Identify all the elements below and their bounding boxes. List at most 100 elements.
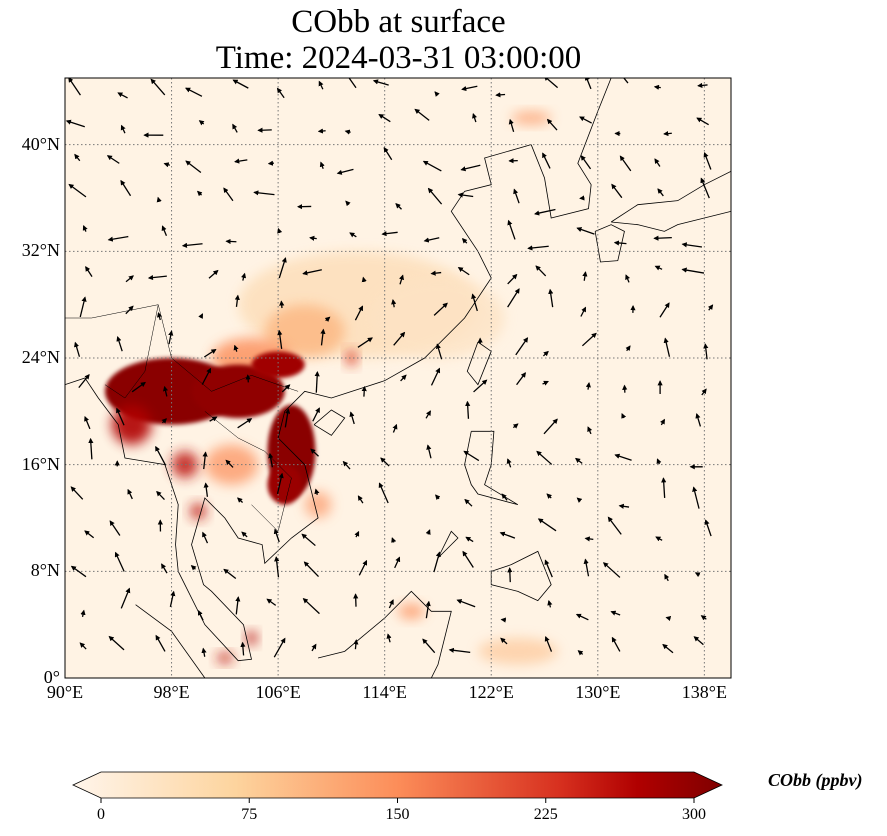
wind-arrow (361, 276, 367, 283)
wind-arrow (273, 528, 280, 543)
wind-arrow (372, 79, 389, 86)
colorbar-label: CObb (ppbv) (768, 770, 863, 790)
wind-arrow (353, 639, 359, 650)
wind-arrow (700, 177, 710, 199)
wind-arrow (320, 328, 326, 346)
wind-arrow (349, 411, 355, 425)
wind-arrow (456, 599, 476, 608)
wind-arrow (383, 146, 393, 161)
wind-arrow (542, 152, 551, 169)
x-tick-label: 90°E (46, 682, 84, 702)
wind-arrow (448, 647, 471, 654)
wind-arrow (197, 609, 204, 621)
wind-arrow (237, 497, 244, 503)
wind-arrow (584, 536, 594, 542)
wind-arrow (314, 488, 320, 496)
wind-arrow (88, 437, 94, 460)
wind-arrow (181, 242, 203, 248)
wind-arrow (318, 80, 324, 90)
colorbar-bar (72, 771, 723, 799)
cobb-concentration-patch (477, 638, 558, 665)
wind-arrow (695, 413, 702, 427)
wind-arrow (190, 565, 197, 571)
wind-arrow (621, 413, 627, 419)
wind-arrow (500, 637, 508, 645)
wind-arrow (277, 329, 283, 349)
wind-arrow (516, 372, 527, 386)
wind-arrow (208, 269, 219, 279)
wind-arrow (78, 373, 90, 389)
wind-arrow (342, 460, 351, 470)
coastline (65, 144, 532, 662)
wind-arrow (507, 567, 513, 583)
wind-arrow (580, 155, 592, 170)
coastline (437, 530, 459, 559)
wind-arrow (388, 599, 394, 609)
wind-arrow (693, 636, 704, 646)
wind-arrow (393, 331, 406, 346)
wind-arrow (70, 565, 87, 578)
wind-arrow (414, 108, 430, 121)
wind-arrow (223, 568, 237, 579)
wind-arrow (281, 384, 291, 393)
wind-arrow (465, 400, 471, 419)
wind-arrow (80, 609, 86, 618)
wind-arrow (464, 498, 473, 507)
x-tick-label: 98°E (153, 682, 190, 702)
wind-arrow (462, 550, 474, 568)
wind-arrow (587, 426, 593, 435)
wind-arrow (583, 558, 590, 577)
wind-arrow (662, 643, 674, 654)
y-tick-label: 8°N (30, 560, 60, 581)
wind-arrow (225, 459, 234, 468)
x-tick-label: 106°E (255, 682, 301, 702)
wind-arrow (460, 164, 481, 172)
x-tick-label: 130°E (575, 682, 621, 702)
wind-arrow (156, 196, 162, 203)
wind-arrow (663, 337, 671, 357)
wind-arrow (163, 162, 170, 168)
wind-arrow (120, 124, 126, 134)
wind-arrow (537, 518, 557, 532)
wind-arrow (701, 388, 707, 396)
wind-arrow (534, 208, 556, 216)
wind-arrow (79, 642, 87, 650)
country-border (65, 304, 299, 392)
wind-arrow (201, 367, 212, 385)
wind-arrow (324, 316, 331, 322)
wind-arrow (461, 237, 468, 244)
wind-arrow (74, 153, 81, 162)
wind-arrow (82, 225, 88, 232)
coastline (317, 590, 452, 678)
cobb-concentration-patch (251, 351, 305, 378)
wind-arrow (425, 600, 431, 619)
wind-arrow (185, 87, 203, 97)
title-line-1: CObb at surface (291, 4, 506, 40)
wind-arrow (201, 647, 207, 657)
wind-arrow (435, 343, 443, 360)
colorbar-tick-label: 150 (385, 806, 410, 823)
wind-arrow (155, 634, 166, 652)
wind-arrow (240, 641, 246, 656)
wind-arrow (161, 225, 168, 237)
wind-arrow (471, 293, 478, 312)
wind-arrow (607, 516, 622, 535)
wind-arrow (156, 312, 163, 321)
country-border (104, 304, 159, 399)
cobb-concentration-patch (304, 491, 332, 518)
wind-arrow (580, 306, 587, 317)
wind-arrow (508, 118, 515, 132)
wind-arrow (535, 265, 547, 277)
wind-arrow (659, 302, 670, 318)
wind-arrow (655, 536, 663, 542)
wind-arrow (344, 129, 351, 135)
wind-arrow (660, 418, 665, 426)
wind-arrow (433, 302, 448, 316)
wind-arrow (277, 227, 283, 234)
wind-arrow (311, 643, 317, 652)
wind-arrow (162, 385, 169, 397)
wind-arrow (312, 407, 320, 422)
wind-arrow (697, 82, 708, 88)
wind-arrow (625, 274, 631, 283)
